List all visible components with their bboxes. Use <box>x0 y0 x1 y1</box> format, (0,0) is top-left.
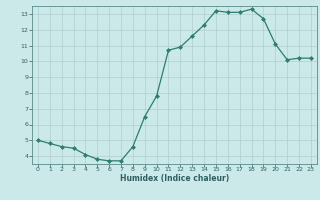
X-axis label: Humidex (Indice chaleur): Humidex (Indice chaleur) <box>120 174 229 183</box>
